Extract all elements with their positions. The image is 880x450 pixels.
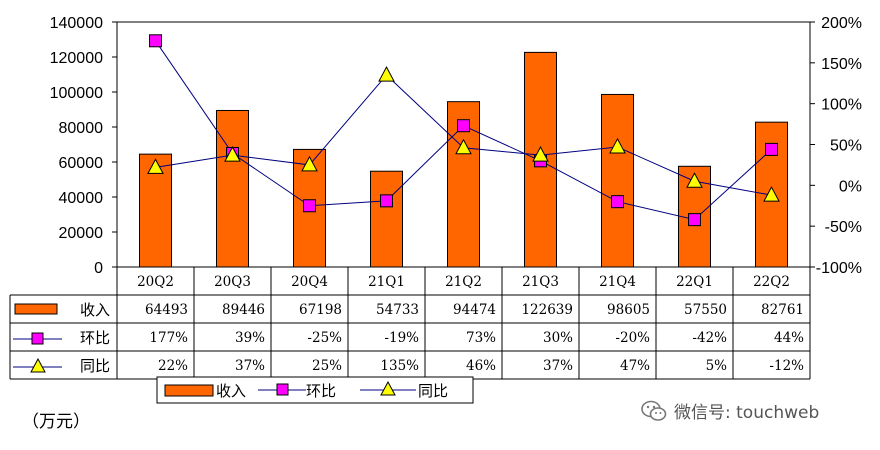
point-triangle (686, 172, 703, 188)
data-label: 135% (380, 358, 419, 374)
data-label: 30% (543, 330, 573, 346)
wechat-icon (641, 400, 667, 421)
data-label: -20% (615, 330, 650, 346)
point-triangle (378, 66, 395, 82)
data-label: 25% (312, 358, 342, 374)
right-tick-label: 0% (839, 178, 862, 195)
left-tick-label: 40000 (59, 190, 104, 207)
data-label: 37% (543, 358, 573, 374)
point-triangle (455, 138, 472, 155)
data-label: 94474 (453, 302, 496, 318)
x-tick-label: 21Q1 (368, 274, 405, 290)
data-label: -42% (692, 330, 727, 346)
right-axis: -100% -50% 0% 50% 100% 150% 200% (810, 15, 862, 277)
point-square (149, 34, 162, 48)
table-row-label: 同比 (80, 357, 110, 375)
table-key-bar (14, 303, 58, 315)
point-square (457, 119, 470, 133)
data-label: 47% (620, 358, 650, 374)
legend-key-marker (276, 383, 289, 396)
x-tick-label: 21Q3 (522, 274, 559, 290)
data-label: 89446 (222, 302, 265, 318)
data-label: 39% (235, 330, 265, 346)
right-tick-label: 50% (830, 138, 862, 155)
x-tick-label: 20Q3 (214, 274, 251, 290)
data-label: 177% (149, 330, 188, 346)
data-label: 122639 (521, 302, 573, 318)
x-tick-label: 21Q2 (445, 274, 482, 290)
bar (216, 109, 249, 268)
table-key-marker (31, 332, 44, 345)
point-square (303, 199, 316, 213)
left-tick-label: 100000 (50, 85, 103, 102)
right-tick-label: -100% (816, 260, 862, 277)
x-tick-label: 20Q2 (137, 274, 174, 290)
data-label: 73% (466, 330, 496, 346)
data-label: 5% (706, 358, 728, 374)
x-tick-label: 22Q1 (676, 274, 713, 290)
left-tick-label: 20000 (59, 225, 104, 242)
table-row-label: 环比 (80, 329, 110, 347)
data-label: 46% (466, 358, 496, 374)
x-tick-label: 21Q4 (599, 274, 636, 290)
watermark: 微信号: touchweb (640, 398, 819, 423)
point-triangle (763, 186, 780, 202)
left-tick-label: 0 (94, 260, 103, 277)
left-axis: 0 20000 40000 60000 80000 100000 120000 140000 (50, 15, 117, 277)
left-tick-label: 120000 (50, 50, 103, 67)
data-label: 44% (774, 330, 804, 346)
data-label: 22% (158, 358, 188, 374)
legend-label: 同比 (418, 382, 448, 400)
data-label: 37% (235, 358, 265, 374)
point-square (688, 213, 701, 227)
left-tick-label: 60000 (59, 155, 104, 172)
data-label: -12% (769, 358, 804, 374)
point-triangle (532, 146, 549, 162)
left-tick-label: 140000 (50, 15, 103, 32)
watermark-text: 微信号: touchweb (674, 403, 820, 423)
point-triangle (147, 158, 164, 174)
data-label: 54733 (376, 302, 419, 318)
right-tick-label: -50% (825, 219, 862, 236)
legend-key-marker (380, 380, 396, 396)
table-key-marker (30, 357, 46, 373)
data-table: 20Q2 20Q3 20Q4 21Q1 21Q2 21Q3 21Q4 22Q1 22Q2 收入 64… (9, 267, 811, 380)
data-label: 64493 (145, 302, 188, 318)
unit-label: （万元） (22, 412, 90, 432)
data-label: 82761 (761, 302, 804, 318)
bar (370, 170, 403, 268)
point-triangle (609, 137, 626, 154)
right-tick-label: 200% (821, 15, 862, 32)
point-triangle (224, 146, 241, 162)
table-row-label: 收入 (80, 301, 110, 319)
legend-label: 环比 (306, 382, 336, 400)
legend: 收入 环比 同比 (156, 376, 474, 404)
point-square (765, 142, 778, 156)
legend-key-bar (164, 384, 214, 397)
point-triangle (301, 155, 318, 172)
right-tick-label: 100% (821, 97, 862, 114)
data-label: 67198 (299, 302, 342, 318)
right-tick-label: 150% (821, 56, 862, 73)
legend-label: 收入 (216, 382, 246, 400)
point-square (611, 195, 624, 209)
left-tick-label: 80000 (59, 120, 104, 137)
bar (601, 93, 634, 268)
ratio-lines (147, 34, 780, 227)
data-label: 57550 (684, 302, 727, 318)
data-label: -19% (384, 330, 419, 346)
x-tick-label: 22Q2 (753, 274, 790, 290)
point-square (380, 194, 393, 208)
data-label: -25% (307, 330, 342, 346)
x-tick-label: 20Q4 (291, 274, 328, 290)
data-label: 98605 (607, 302, 650, 318)
